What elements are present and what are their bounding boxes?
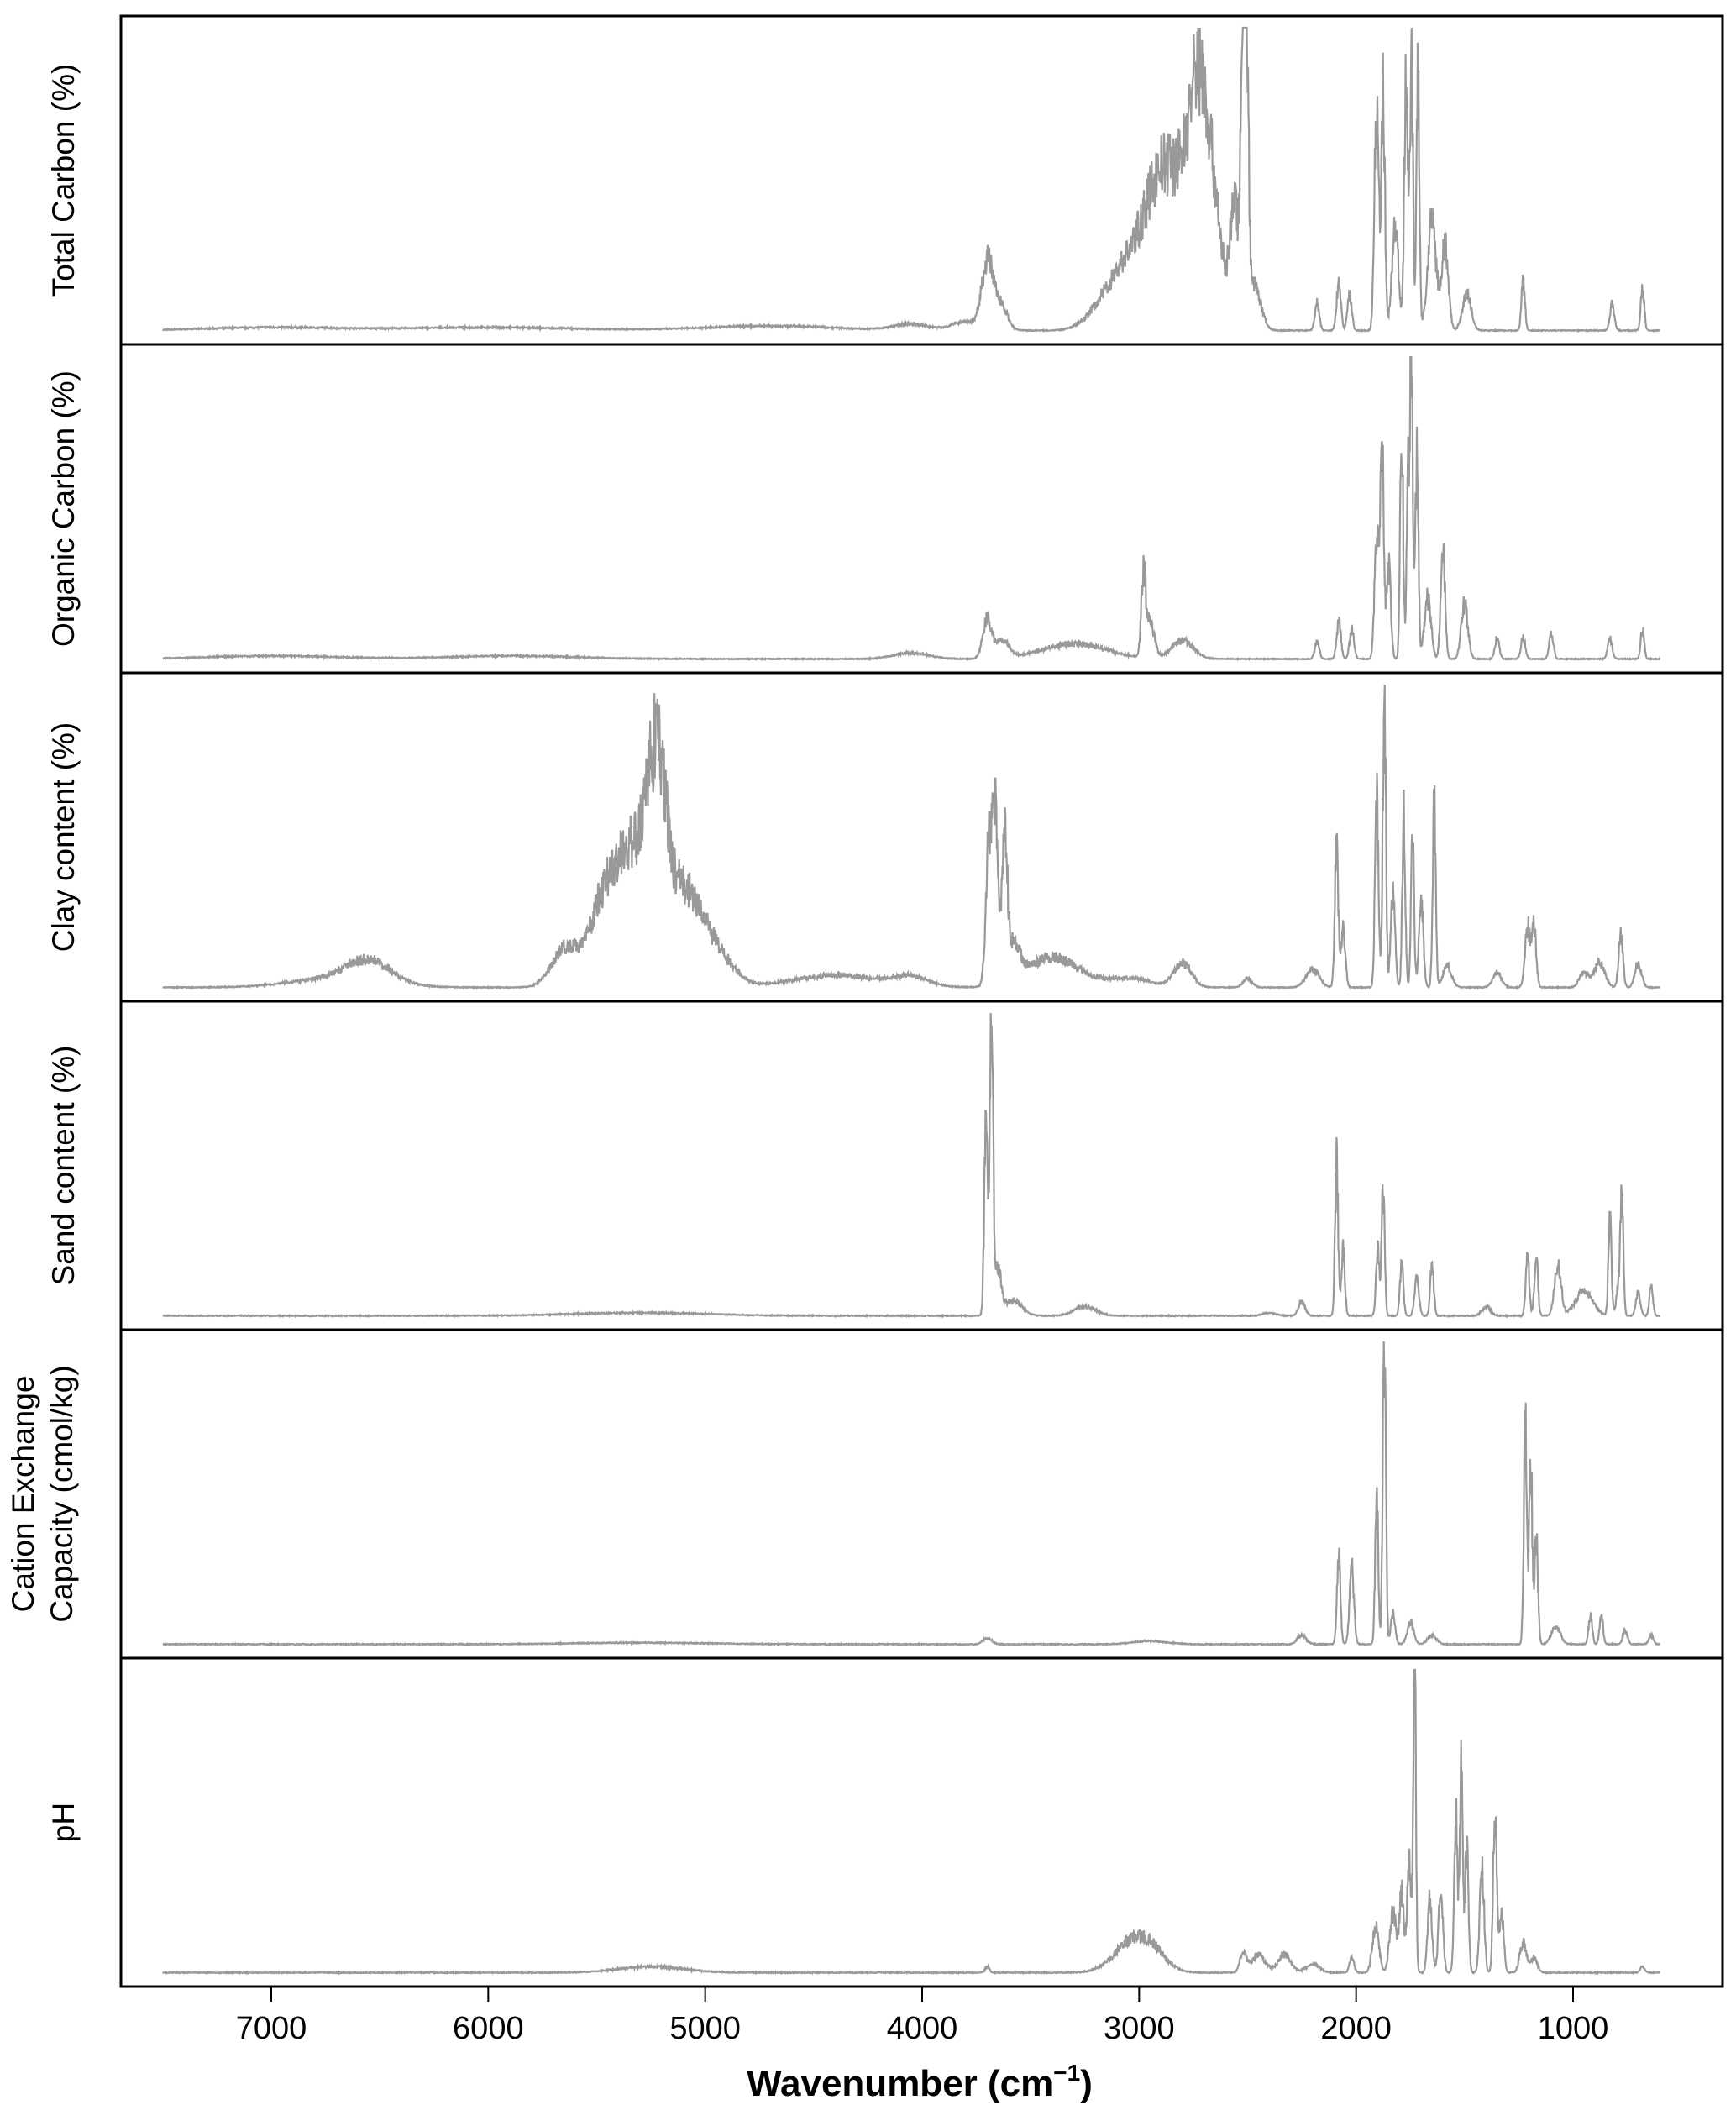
panel-ylabel: Cation Exchange <box>6 1376 40 1613</box>
x-axis: 7000 6000 5000 4000 3000 2000 1000 <box>236 1987 1609 2046</box>
spectrum-line <box>162 1341 1660 1647</box>
spectrum-line <box>162 1668 1660 1976</box>
panel-1: Organic Carbon (%) <box>46 343 1724 675</box>
panel-frame <box>119 671 1724 1003</box>
panel-ylabel: pH <box>46 1803 81 1842</box>
panel-frame <box>119 14 1724 346</box>
panel-ylabel: Clay content (%) <box>46 722 81 953</box>
panel-frame <box>119 1328 1724 1660</box>
panel-ylabel: Capacity (cmol/kg) <box>45 1365 79 1622</box>
x-axis-title: Wavenumber (cm−1) <box>747 2060 1093 2104</box>
panel-ylabel: Total Carbon (%) <box>46 64 81 297</box>
panel-5: pH <box>46 1656 1724 1988</box>
panels: Total Carbon (%) Organic Carbon (%) Clay c… <box>6 14 1724 1988</box>
panel-3: Sand content (%) <box>46 1000 1724 1331</box>
x-tick-label: 1000 <box>1538 2011 1609 2046</box>
spectrum-line <box>162 355 1661 662</box>
x-tick-label: 2000 <box>1320 2011 1392 2046</box>
x-tick-label: 7000 <box>236 2011 307 2046</box>
x-tick-label: 3000 <box>1104 2011 1175 2046</box>
spectrum-line <box>162 1012 1661 1319</box>
x-tick-label: 5000 <box>669 2011 741 2046</box>
panel-ylabel: Sand content (%) <box>46 1046 81 1286</box>
panel-frame <box>119 343 1724 675</box>
spectrum-line <box>162 684 1660 990</box>
panel-4: Cation Exchange Capacity (cmol/kg) <box>6 1328 1724 1660</box>
x-tick-label: 6000 <box>453 2011 524 2046</box>
panel-0: Total Carbon (%) <box>46 14 1724 346</box>
x-tick-label: 4000 <box>887 2011 958 2046</box>
spectrum-line <box>161 26 1660 333</box>
panel-frame <box>119 1000 1724 1331</box>
panel-frame <box>119 1656 1724 1988</box>
panel-2: Clay content (%) <box>46 671 1724 1003</box>
panel-ylabel: Organic Carbon (%) <box>46 370 81 647</box>
